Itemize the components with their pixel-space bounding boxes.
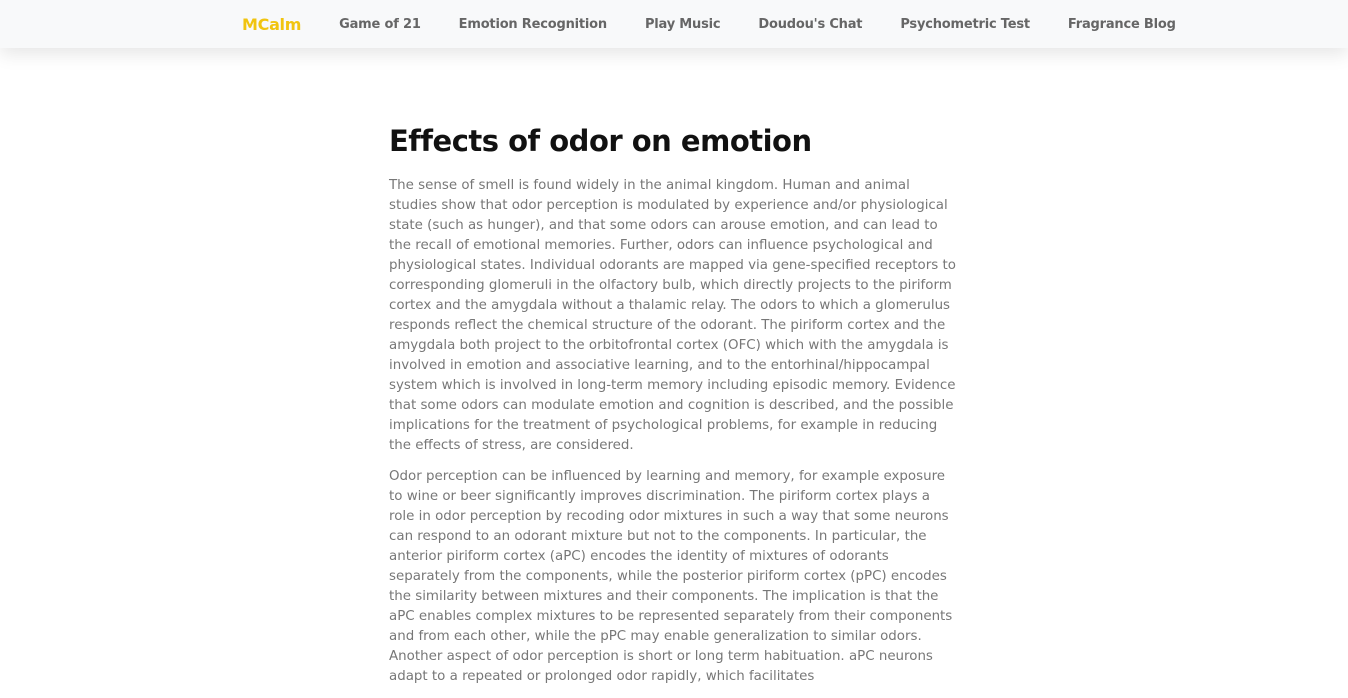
nav-link-emotion-recognition[interactable]: Emotion Recognition [458,16,607,32]
article-content: Effects of odor on emotion The sense of … [389,124,959,698]
nav-link-fragrance-blog[interactable]: Fragrance Blog [1067,16,1176,32]
article-title: Effects of odor on emotion [389,124,812,158]
main-nav: MCalm Game of 21 Emotion Recognition Pla… [242,0,1214,48]
nav-link-game-of-21[interactable]: Game of 21 [339,16,421,32]
brand-logo-link[interactable]: MCalm [242,14,302,34]
nav-link-doudous-chat[interactable]: Doudou's Chat [758,16,863,32]
article-paragraph: The sense of smell is found widely in th… [389,178,956,453]
article-paragraph: Odor perception can be influenced by lea… [389,469,953,684]
nav-link-psychometric-test[interactable]: Psychometric Test [900,16,1030,32]
top-navbar: MCalm Game of 21 Emotion Recognition Pla… [0,0,1348,48]
nav-link-play-music[interactable]: Play Music [644,16,721,32]
